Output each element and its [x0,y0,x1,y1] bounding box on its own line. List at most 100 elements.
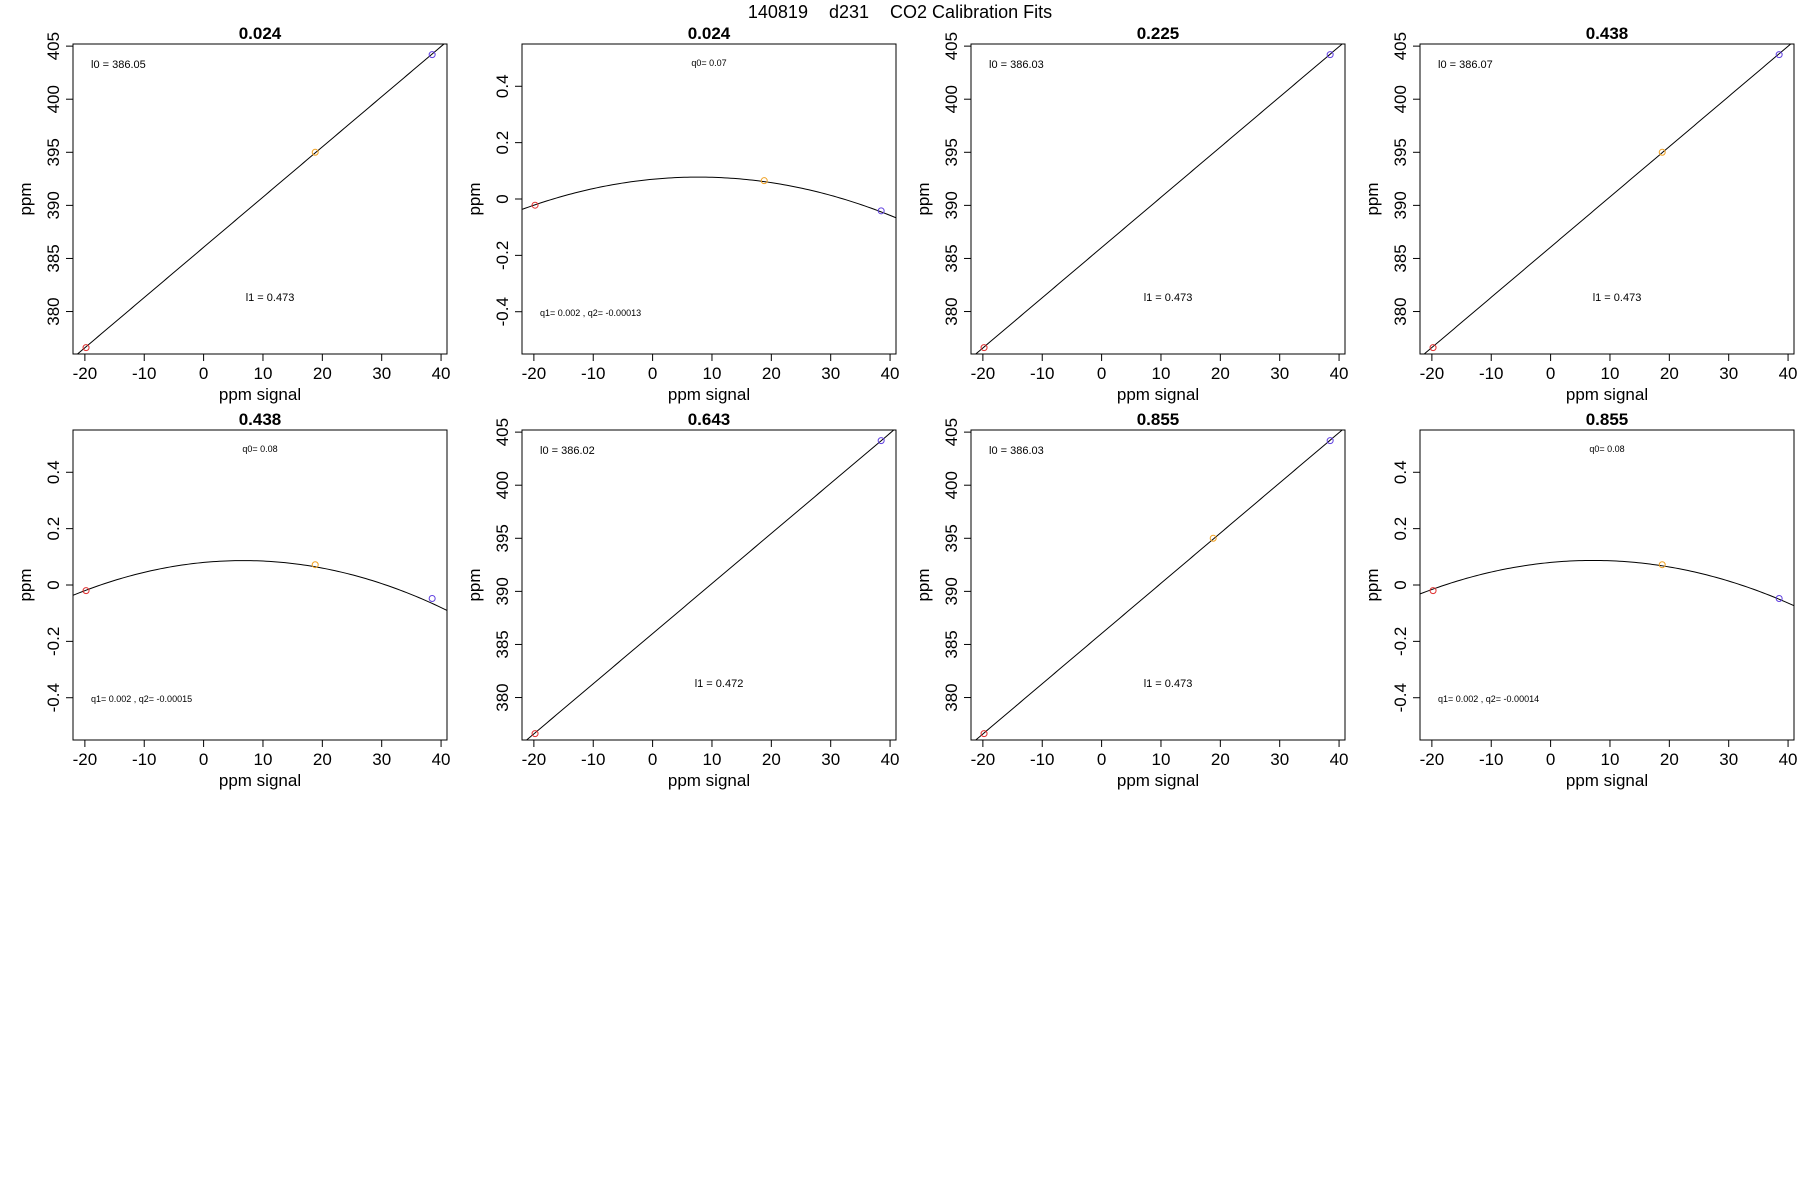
y-axis-label: ppm [1363,568,1382,601]
x-tick-label: 20 [762,750,781,769]
x-tick-label: 0 [1097,364,1106,383]
chart-panel-7: -20 -10 0 10 20 30 40 380 385 390 395 400 405 0.855 pp… [914,410,1349,790]
y-tick-label: -0.4 [44,683,63,712]
y-tick-label: 390 [493,577,512,605]
x-axis-label: ppm signal [1566,385,1648,404]
chart-panel-6: -20 -10 0 10 20 30 40 380 385 390 395 400 405 0.643 pp… [465,410,900,790]
data-point-3 [877,207,885,215]
y-tick-label: 405 [942,32,961,60]
fit-annotation: q0= 0.07 [691,58,726,68]
data-point-3 [1775,51,1783,59]
y-tick-label: 0.4 [493,74,512,98]
x-tick-label: -20 [73,750,98,769]
fit-line [73,560,447,611]
data-point-1 [980,730,988,738]
x-tick-label: 30 [372,750,391,769]
x-tick-label: 10 [1601,750,1620,769]
x-tick-label: 20 [1660,750,1679,769]
y-tick-label: 385 [942,244,961,272]
plot-frame [970,429,1346,741]
figure-title: 140819 d231 CO2 Calibration Fits [0,2,1800,23]
y-tick-label: 380 [942,683,961,711]
x-tick-label: 30 [1719,364,1738,383]
y-tick-label: 0.2 [1391,517,1410,541]
figure-title-text: CO2 Calibration Fits [890,2,1053,22]
fit-line [525,430,895,740]
x-tick-label: 30 [821,750,840,769]
fit-annotation: l1 = 0.473 [1144,292,1193,304]
chart-title: 0.855 [1586,410,1629,429]
y-tick-label: 0.2 [493,131,512,155]
x-tick-label: 20 [1211,750,1230,769]
x-tick-label: -10 [132,364,157,383]
fit-line [76,44,445,354]
fit-annotation: l1 = 0.473 [246,292,295,304]
chart-panel-2: -20 -10 0 10 20 30 40 -0.4 -0.2 0 0.2 0.4 0.024 ppm s… [465,24,900,404]
chart-title: 0.024 [688,24,731,43]
x-tick-label: -20 [1420,750,1445,769]
fit-line [974,430,1343,740]
x-tick-label: 0 [648,364,657,383]
x-tick-label: 0 [199,750,208,769]
y-tick-label: 405 [1391,32,1410,60]
y-tick-label: 395 [942,524,961,552]
fit-annotation: l1 = 0.473 [1144,678,1193,690]
chart-title: 0.855 [1137,410,1180,429]
figure-title-id: d231 [828,2,870,22]
y-tick-label: 0.2 [44,517,63,541]
x-tick-label: 40 [1779,364,1798,383]
x-tick-label: -20 [522,750,547,769]
data-point-2 [311,148,319,156]
data-point-1 [1429,587,1437,595]
y-tick-label: 405 [493,418,512,446]
fit-annotation: l1 = 0.472 [695,678,744,690]
y-tick-label: -0.4 [493,297,512,326]
chart-title: 0.438 [1586,24,1629,43]
x-tick-label: 40 [881,364,900,383]
y-tick-label: 380 [44,297,63,325]
fit-line [974,44,1343,354]
y-tick-label: 385 [942,630,961,658]
x-tick-label: 10 [254,364,273,383]
figure-title-date: 140819 [747,2,808,22]
y-tick-label: 400 [1391,85,1410,113]
x-tick-label: -10 [581,750,606,769]
fit-annotation: l0 = 386.02 [540,445,595,457]
x-axis-label: ppm signal [219,385,301,404]
x-axis-label: ppm signal [1117,771,1199,790]
y-tick-label: 390 [942,577,961,605]
chart-title: 0.024 [239,24,282,43]
fit-annotation: l0 = 386.07 [1438,59,1493,71]
data-point-2 [877,437,885,445]
data-point-1 [82,587,90,595]
data-point-3 [428,51,436,59]
x-tick-label: 20 [313,364,332,383]
y-tick-label: 405 [44,32,63,60]
chart-panel-4: -20 -10 0 10 20 30 40 380 385 390 395 400 405 0.438 pp… [1363,24,1798,404]
y-tick-label: 380 [1391,297,1410,325]
fit-annotation: q1= 0.002 , q2= -0.00013 [540,308,641,318]
y-axis-label: ppm [914,182,933,215]
plot-frame [970,43,1346,355]
y-tick-label: 390 [942,191,961,219]
y-tick-label: 390 [44,191,63,219]
y-axis-label: ppm [914,568,933,601]
x-tick-label: -10 [1030,750,1055,769]
x-tick-label: -20 [73,364,98,383]
x-tick-label: 0 [199,364,208,383]
data-point-1 [1429,344,1437,352]
chart-panel-1: -20 -10 0 10 20 30 40 380 385 390 395 400 405 0.024 pp… [16,24,451,404]
data-point-3 [1775,595,1783,603]
y-tick-label: -0.2 [44,627,63,656]
y-tick-label: 400 [493,471,512,499]
x-tick-label: -10 [1479,364,1504,383]
y-tick-label: 385 [44,244,63,272]
x-tick-label: -10 [581,364,606,383]
data-point-1 [82,344,90,352]
chart-title: 0.643 [688,410,731,429]
y-tick-label: 0.4 [44,460,63,484]
fit-annotation: q0= 0.08 [1589,444,1624,454]
x-tick-label: 0 [1546,750,1555,769]
data-point-2 [1658,148,1666,156]
